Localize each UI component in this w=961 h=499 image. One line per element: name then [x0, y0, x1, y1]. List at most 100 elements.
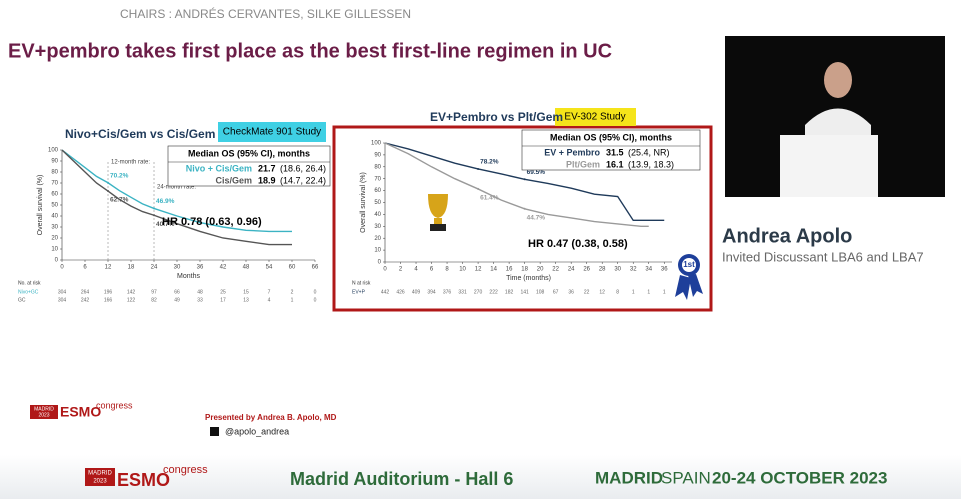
slide-logo: MADRID 2023 ESMO congress [30, 400, 133, 420]
y-tick-label: 90 [51, 159, 58, 165]
rate-point [153, 207, 155, 210]
rate-title: 12-month rate: [111, 160, 150, 166]
at-risk-count: 15 [243, 289, 249, 295]
at-risk-count: 25 [220, 289, 226, 295]
y-tick-label: 100 [48, 148, 59, 154]
y-tick-label: 60 [374, 188, 381, 194]
at-risk-count: 7 [268, 289, 271, 295]
hazard-ratio: HR 0.78 (0.63, 0.96) [162, 216, 262, 228]
table-box [521, 129, 701, 171]
y-tick-label: 90 [374, 152, 381, 158]
rate-label: 61.4% [480, 195, 499, 202]
chart-title: EV+Pembro vs Plt/Gem [430, 110, 563, 124]
y-tick-label: 60 [51, 192, 58, 198]
logo-year: 2023 [38, 412, 49, 418]
at-risk-label: N at risk [352, 280, 371, 286]
at-risk-count: 166 [104, 297, 113, 303]
x-tick-label: 60 [289, 265, 296, 271]
rate-point [523, 207, 526, 210]
row-ci: (14.7, 22.4) [280, 175, 326, 185]
at-risk-count: 426 [396, 289, 405, 295]
x-tick-label: 48 [243, 265, 250, 271]
chairs: CHAIRS : ANDRÉS CERVANTES, SILKE GILLESS… [120, 6, 411, 21]
highlight-box [332, 125, 713, 312]
at-risk-name: Nivo+GC [18, 289, 39, 295]
at-risk-count: 48 [197, 289, 203, 295]
at-risk-name: EV+P [352, 289, 366, 295]
at-risk-name: GC [18, 297, 26, 303]
x-icon [210, 427, 219, 436]
at-risk-count: 142 [127, 289, 136, 295]
at-risk-count: 2 [291, 289, 294, 295]
y-tick-label: 80 [374, 164, 381, 170]
row-median: 16.1 [606, 159, 624, 169]
x-tick-label: 24 [568, 267, 575, 273]
y-tick-label: 10 [51, 247, 58, 253]
x-tick-label: 28 [599, 267, 606, 273]
y-tick-label: 10 [374, 248, 381, 254]
x-tick-label: 32 [630, 267, 637, 273]
chart-title: Nivo+Cis/Gem vs Cis/Gem [65, 127, 215, 141]
x-axis-label: Time (months) [506, 275, 551, 282]
row-name: Nivo + Cis/Gem [186, 163, 252, 173]
logo-word: congress [163, 464, 208, 476]
at-risk-count: 442 [381, 289, 390, 295]
at-risk-count: 1 [291, 297, 294, 303]
y-tick-label: 50 [374, 200, 381, 206]
footer-logo: MADRID 2023 ESMO congress [85, 464, 208, 490]
rate-label: 46.9% [156, 198, 175, 205]
at-risk-count: 0 [314, 289, 317, 295]
x-tick-label: 18 [128, 265, 135, 271]
badge-text: EV-302 Study [564, 112, 625, 123]
x-tick-label: 16 [506, 267, 513, 273]
venue: Madrid Auditorium - Hall 6 [290, 469, 513, 489]
row-median: 18.9 [258, 175, 276, 185]
rate-label: 44.7% [527, 215, 546, 222]
at-risk-count: 376 [443, 289, 452, 295]
rate-point [153, 214, 155, 217]
at-risk-count: 0 [314, 297, 317, 303]
speaker-name: Andrea Apolo [722, 225, 852, 247]
at-risk-count: 4 [268, 297, 271, 303]
rate-label: 69.5% [527, 169, 546, 176]
x-tick-label: 34 [645, 267, 652, 273]
at-risk-count: 242 [81, 297, 90, 303]
x-tick-label: 18 [521, 267, 528, 273]
y-tick-label: 40 [374, 212, 381, 218]
x-tick-label: 6 [430, 267, 434, 273]
rate-title: 24-month rate: [157, 185, 196, 191]
x-tick-label: 30 [614, 267, 621, 273]
y-tick-label: 0 [378, 260, 382, 266]
x-tick-label: 4 [414, 267, 418, 273]
row-median: 21.7 [258, 163, 276, 173]
at-risk-count: 82 [151, 297, 157, 303]
x-tick-label: 36 [197, 265, 204, 271]
row-median: 31.5 [606, 147, 624, 157]
at-risk-count: 331 [458, 289, 467, 295]
row-name: Cis/Gem [215, 175, 252, 185]
x-tick-label: 36 [661, 267, 668, 273]
handle: @apolo_andrea [225, 426, 289, 436]
rate-point [477, 187, 480, 190]
at-risk-count: 108 [536, 289, 545, 295]
at-risk-count: 36 [568, 289, 574, 295]
at-risk-count: 270 [474, 289, 483, 295]
slide-title: EV+pembro takes first place as the best … [8, 40, 612, 62]
rate-label: 78.2% [480, 159, 499, 166]
x-tick-label: 6 [83, 265, 87, 271]
x-tick-label: 8 [445, 267, 449, 273]
row-ci: (18.6, 26.4) [280, 163, 326, 173]
x-tick-label: 0 [60, 265, 64, 271]
logo-word: congress [96, 400, 133, 410]
rate-point [107, 190, 109, 193]
x-tick-label: 2 [399, 267, 403, 273]
city: MADRID [595, 468, 663, 487]
x-tick-label: 0 [383, 267, 387, 273]
badge-text: CheckMate 901 Study [223, 127, 321, 138]
survival-curve [61, 149, 292, 233]
rate-label: 40.7% [156, 221, 175, 228]
at-risk-count: 222 [489, 289, 498, 295]
y-tick-label: 20 [374, 236, 381, 242]
x-axis-label: Months [177, 273, 200, 280]
